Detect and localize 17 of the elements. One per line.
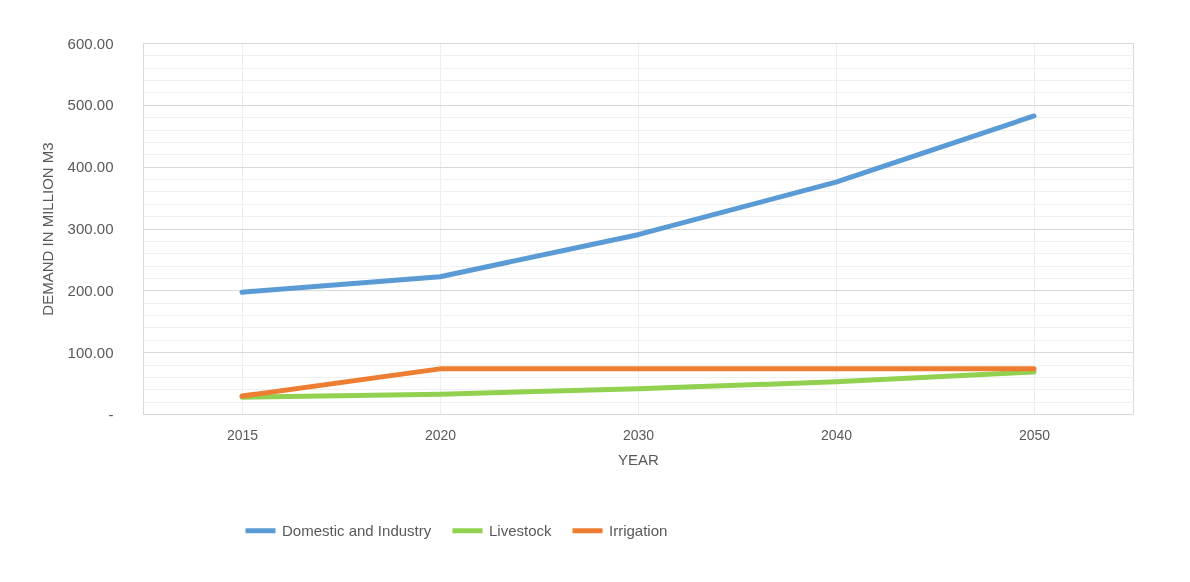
legend-label: Domestic and Industry [282, 521, 432, 539]
x-axis-title: YEAR [618, 450, 660, 468]
x-tick-label: 2020 [424, 426, 457, 443]
x-tick-label: 2030 [622, 426, 655, 443]
y-tick-label: 600.00 [67, 34, 114, 52]
legend-label: Irrigation [609, 521, 668, 539]
x-tick-label: 2040 [820, 426, 853, 443]
y-tick-label: 400.00 [67, 158, 114, 176]
y-tick-label: 100.00 [67, 343, 114, 361]
y-tick-label: 200.00 [67, 281, 114, 299]
y-tick-label: 500.00 [67, 96, 114, 114]
y-tick-label: - [108, 405, 114, 423]
y-axis-title: DEMAND IN MILLION M3 [38, 142, 56, 316]
y-tick-label: 300.00 [67, 220, 114, 237]
x-tick-label: 2015 [226, 426, 259, 443]
x-tick-label: 2050 [1018, 426, 1051, 443]
legend-label: Livestock [489, 521, 553, 539]
